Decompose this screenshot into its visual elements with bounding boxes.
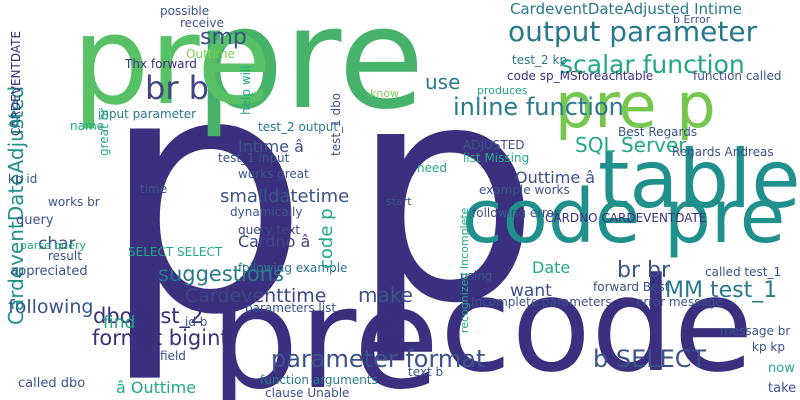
- cloud-word: char: [38, 234, 76, 254]
- cloud-word: scalar function: [560, 50, 745, 79]
- cloud-word: now: [768, 361, 795, 376]
- cloud-word: format bigint: [92, 326, 229, 350]
- cloud-word: Date: [532, 258, 571, 277]
- cloud-word: field: [160, 349, 186, 363]
- cloud-word: pre p: [555, 69, 716, 142]
- cloud-word: suggestions: [158, 262, 284, 286]
- cloud-word: pre: [195, 0, 425, 141]
- cloud-word: want: [510, 281, 552, 301]
- cloud-word: forward Best: [593, 280, 670, 294]
- cloud-word: help will: [239, 65, 253, 115]
- cloud-word: example works: [479, 183, 570, 197]
- cloud-word: following error: [472, 206, 559, 220]
- cloud-word: following example: [238, 261, 348, 275]
- cloud-word: make: [358, 283, 413, 307]
- cloud-word: id b: [185, 315, 208, 329]
- cloud-word: â Outtime: [116, 378, 197, 397]
- cloud-word: kp id: [8, 172, 38, 186]
- cloud-word: smp: [200, 25, 247, 50]
- cloud-word: input parameter: [98, 107, 197, 121]
- cloud-word: Incomplete parameters: [471, 295, 612, 309]
- cloud-word: code sp_MSforeachtable: [507, 69, 654, 83]
- cloud-word: kp kp: [752, 340, 785, 354]
- cloud-word: function called: [693, 69, 782, 83]
- cloud-word: take: [768, 381, 797, 396]
- cloud-word: br b: [145, 69, 209, 107]
- cloud-word: called test_1: [705, 265, 782, 279]
- cloud-word: parameters list: [245, 301, 337, 315]
- cloud-word: test_2 output: [258, 120, 339, 134]
- cloud-word: query text: [238, 223, 301, 237]
- cloud-word: know: [370, 87, 400, 100]
- cloud-word: works great: [238, 167, 309, 181]
- cloud-word: smalldatetime: [220, 186, 350, 207]
- cloud-word: inline function: [453, 93, 624, 121]
- cloud-word: name: [70, 119, 105, 133]
- cloud-word: code pre: [462, 174, 786, 260]
- cloud-word: Best Regards: [618, 125, 698, 139]
- cloud-word: list Missing: [463, 151, 530, 165]
- cloud-word: Outtime â: [515, 168, 596, 187]
- cloud-word: recognized Incomplete: [458, 207, 471, 333]
- cloud-word: need: [417, 161, 447, 175]
- cloud-word: message br: [720, 324, 791, 338]
- cloud-word: p: [350, 20, 541, 369]
- cloud-word: called dbo: [18, 376, 86, 391]
- cloud-word: â: [8, 108, 21, 132]
- cloud-word: dynamically: [230, 205, 303, 219]
- cloud-word: test_1 dbo: [329, 92, 343, 156]
- cloud-word: p: [100, 3, 310, 387]
- cloud-word: appreciated: [10, 264, 88, 279]
- cloud-word: SQL Server: [575, 133, 687, 157]
- cloud-word: text b: [408, 365, 444, 379]
- cloud-word: b SELECT: [593, 345, 707, 373]
- cloud-word: pre: [72, 0, 272, 132]
- cloud-word: works br: [48, 195, 100, 209]
- cloud-word: b Error: [673, 13, 711, 26]
- cloud-word: result: [48, 249, 82, 263]
- cloud-word: start: [386, 195, 412, 208]
- cloud-word: error message: [636, 295, 723, 309]
- cloud-word: use: [425, 70, 461, 94]
- cloud-word: table: [598, 133, 800, 226]
- cloud-word: Regards Andreas: [672, 145, 774, 159]
- cloud-word: query: [16, 213, 54, 228]
- cloud-word: clause Unable: [265, 386, 350, 400]
- cloud-word: Outtime: [186, 47, 235, 61]
- cloud-word: receive: [180, 16, 224, 30]
- cloud-word: Thx forward: [125, 57, 197, 71]
- cloud-word: test_1 input: [218, 151, 290, 165]
- cloud-word: great br: [97, 107, 111, 156]
- cloud-word: ADJUSTED: [463, 138, 525, 152]
- cloud-word: possible: [160, 4, 210, 18]
- cloud-word: parse query: [20, 239, 86, 252]
- cloud-word: MM test_1: [665, 278, 778, 303]
- cloud-word: output parameter: [508, 15, 758, 48]
- cloud-word: pre: [210, 258, 440, 400]
- cloud-word: Cardeventtime: [185, 285, 327, 307]
- cloud-word: find: [103, 313, 136, 333]
- cloud-word: CARDNO CARDEVENTDATE: [545, 211, 707, 225]
- cloud-word: dbo test_2: [93, 304, 204, 328]
- cloud-word: br br: [617, 258, 671, 283]
- cloud-word: CardeventDateAdjusted Intime: [510, 0, 742, 18]
- cloud-word: code: [440, 249, 754, 400]
- cloud-word: test_2 kp: [512, 53, 568, 67]
- cloud-word: using: [460, 269, 493, 283]
- cloud-word: produces: [477, 84, 528, 97]
- cloud-word: time: [140, 182, 168, 196]
- cloud-word: code p: [316, 208, 337, 269]
- cloud-word: function arguments: [260, 373, 378, 387]
- cloud-word: SELECT SELECT: [128, 245, 223, 259]
- cloud-word: following: [8, 296, 94, 318]
- cloud-word: Intime â: [238, 137, 304, 156]
- cloud-word: Cardno â: [238, 232, 311, 251]
- cloud-word: parameter format: [271, 345, 486, 373]
